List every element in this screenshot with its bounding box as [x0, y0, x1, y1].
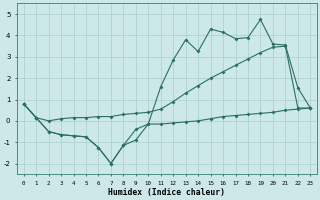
X-axis label: Humidex (Indice chaleur): Humidex (Indice chaleur)	[108, 188, 226, 197]
